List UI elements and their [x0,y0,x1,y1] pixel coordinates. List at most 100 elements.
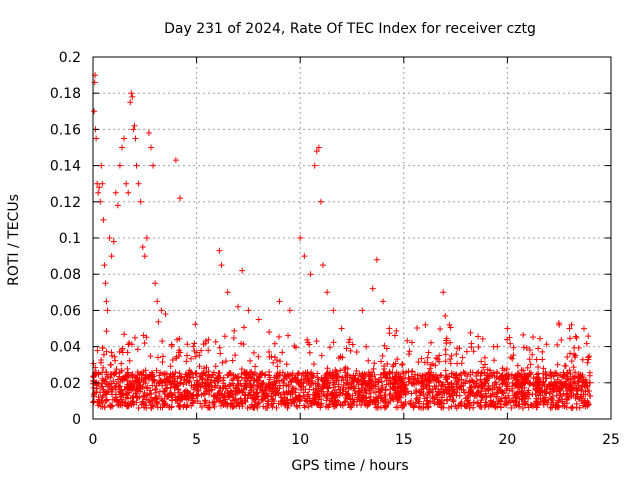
data-point [144,374,151,381]
data-point [535,370,542,377]
data-point [399,361,406,368]
data-point [478,379,485,386]
data-point [104,307,111,314]
data-point [239,267,246,274]
data-point [224,289,231,296]
data-point [547,371,554,378]
data-point [511,374,518,381]
data-point [272,384,279,391]
data-point [586,353,593,360]
data-point [217,350,224,357]
data-point [420,404,427,411]
data-point [301,404,308,411]
data-point [421,395,428,402]
data-point [506,334,513,341]
data-point [140,368,147,375]
data-point [529,391,536,398]
data-point [343,345,350,352]
data-point [319,262,326,269]
data-point [474,391,481,398]
data-point [547,395,554,402]
data-point [404,337,411,344]
data-point [347,395,354,402]
data-point [155,393,162,400]
x-axis-label: GPS time / hours [291,458,408,474]
data-point [380,363,387,370]
data-point [205,347,212,354]
data-point [571,354,578,361]
data-point [286,307,293,314]
data-point [564,390,571,397]
data-point [477,376,484,383]
data-point [463,403,470,410]
data-point [226,392,233,399]
data-point [118,367,125,374]
data-point [302,376,309,383]
data-point [438,382,445,389]
data-point [351,398,358,405]
data-point [161,401,168,408]
data-point [154,401,161,408]
data-point [564,375,571,382]
data-point [199,379,206,386]
data-point [393,327,400,334]
y-tick-label: 0.12 [50,195,81,211]
x-tick-label: 25 [602,432,620,448]
data-point [448,403,455,410]
data-point [392,373,399,380]
data-point [132,390,139,397]
data-point [382,398,389,405]
data-point [572,333,579,340]
data-point [490,369,497,376]
data-point [585,333,592,340]
y-tick-label: 0.04 [50,340,81,356]
data-point [339,354,346,361]
data-point [444,396,451,403]
data-point [345,339,352,346]
data-point [586,369,593,376]
data-point [210,371,217,378]
data-point [554,361,561,368]
data-point [526,356,533,363]
data-point [285,332,292,339]
data-point [491,357,498,364]
data-point [137,198,144,205]
data-point [136,379,143,386]
data-point [503,402,510,409]
data-point [212,382,219,389]
data-point [558,336,565,343]
data-point [520,344,527,351]
data-point [255,316,262,323]
data-point [324,365,331,372]
data-point [156,372,163,379]
data-point [535,401,542,408]
data-point [403,369,410,376]
data-point [202,390,209,397]
data-point [523,344,530,351]
data-point [280,382,287,389]
data-point [194,378,201,385]
data-point [448,370,455,377]
data-point [442,376,449,383]
data-point [234,374,241,381]
data-point [230,375,237,382]
chart-title: Day 231 of 2024, Rate Of TEC Index for r… [164,21,536,37]
data-point [211,383,218,390]
data-point [273,404,280,411]
data-point [485,403,492,410]
data-point [289,370,296,377]
data-point [296,381,303,388]
data-point [152,280,159,287]
data-point [395,383,402,390]
y-tick-label: 0.18 [50,86,81,102]
data-point [394,356,401,363]
data-point [509,387,516,394]
data-point [284,396,291,403]
data-point [374,404,381,411]
data-point [193,349,200,356]
data-point [221,399,228,406]
data-point [556,385,563,392]
data-point [521,394,528,401]
data-point [91,108,98,115]
data-point [139,383,146,390]
